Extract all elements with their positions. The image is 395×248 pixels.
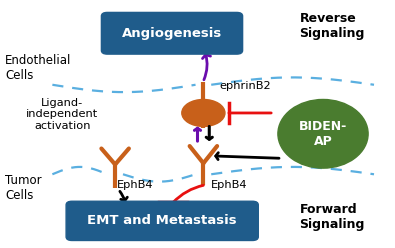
Text: Tumor
Cells: Tumor Cells — [5, 174, 42, 202]
Text: ephrinB2: ephrinB2 — [219, 81, 271, 91]
Ellipse shape — [278, 99, 368, 168]
Text: Forward
Signaling: Forward Signaling — [299, 203, 365, 231]
Text: Angiogenesis: Angiogenesis — [122, 27, 222, 40]
Text: EMT and Metastasis: EMT and Metastasis — [87, 214, 237, 227]
Circle shape — [182, 99, 225, 126]
Text: Ligand-
independent
activation: Ligand- independent activation — [26, 98, 98, 131]
Text: BIDEN-
AP: BIDEN- AP — [299, 120, 347, 148]
Text: Reverse
Signaling: Reverse Signaling — [299, 12, 365, 40]
Text: Endothelial
Cells: Endothelial Cells — [5, 54, 71, 82]
Text: EphB4: EphB4 — [211, 180, 248, 190]
Text: EphB4: EphB4 — [117, 180, 154, 190]
FancyBboxPatch shape — [102, 12, 243, 54]
FancyBboxPatch shape — [66, 201, 258, 241]
